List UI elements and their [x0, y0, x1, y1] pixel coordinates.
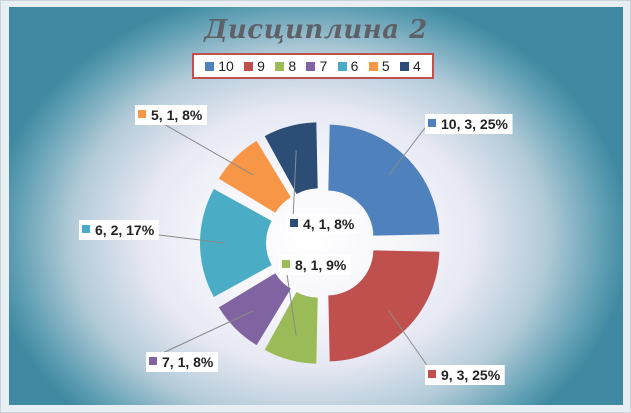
doughnut-slice-9 [328, 250, 440, 362]
legend-item-4: 4 [400, 58, 421, 74]
legend-item-9: 9 [244, 58, 265, 74]
data-label-background [146, 352, 218, 372]
legend-item-8: 8 [275, 58, 296, 74]
legend-swatch [368, 61, 378, 71]
legend-swatch [205, 61, 215, 71]
legend-label: 6 [350, 58, 359, 74]
leader-line [388, 119, 432, 176]
data-label-5: 5, 1, 8% [135, 105, 207, 125]
legend-item-6: 6 [337, 58, 359, 74]
doughnut-chart: 10, 3, 25% 9, 3, 25% 8, 1, 9% 7, 1, 8% 6, 2,… [79, 105, 513, 385]
chart-title: Дисциплина 2 [204, 15, 428, 45]
leader-line [151, 310, 254, 359]
data-label-background [287, 214, 359, 234]
data-label-swatch [428, 370, 436, 378]
doughnut-slice-4 [264, 122, 318, 194]
svg-text:8, 1, 9%: 8, 1, 9% [295, 257, 347, 273]
chart-legend: 10 9 8 7 6 5 4 [192, 53, 434, 79]
svg-text:10, 3, 25%: 10, 3, 25% [441, 116, 508, 132]
legend-swatch [337, 61, 347, 71]
doughnut-slice-8 [264, 292, 318, 364]
doughnut-slice-5 [218, 140, 291, 213]
data-label-9: 9, 3, 25% [425, 365, 505, 385]
leader-line [388, 310, 432, 372]
data-label-10: 10, 3, 25% [425, 114, 513, 134]
data-label-swatch [428, 119, 436, 127]
data-label-swatch [138, 110, 146, 118]
svg-text:4, 1, 8%: 4, 1, 8% [303, 216, 355, 232]
legend-label: 10 [218, 58, 234, 74]
data-label-swatch [149, 357, 157, 365]
legend-item-7: 7 [306, 58, 327, 74]
svg-text:6, 2, 17%: 6, 2, 17% [95, 222, 155, 238]
data-label-4: 4, 1, 8% [287, 214, 359, 234]
doughnut-slice-10 [328, 124, 440, 236]
legend-label: 9 [257, 58, 265, 74]
plot-area: Дисциплина 2 10 9 8 7 6 5 4 10, 3, 25% 9, 3, 25… [9, 7, 623, 405]
doughnut-slice-7 [218, 273, 291, 346]
data-label-background [135, 105, 207, 125]
legend-item-5: 5 [368, 58, 390, 74]
data-label-swatch [282, 260, 290, 268]
data-label-background [425, 114, 513, 134]
legend-label: 7 [319, 58, 328, 74]
legend-swatch [275, 61, 285, 71]
legend-label: 8 [288, 58, 297, 74]
data-label-background [425, 365, 505, 385]
svg-text:5, 1, 8%: 5, 1, 8% [151, 107, 203, 123]
legend-swatch [306, 61, 316, 71]
data-label-6: 6, 2, 17% [79, 220, 159, 240]
legend-label: 4 [413, 58, 421, 74]
leader-line [292, 150, 297, 221]
data-label-background [279, 255, 351, 275]
data-label-background [79, 220, 159, 240]
legend-swatch [400, 61, 409, 71]
legend-item-10: 10 [205, 58, 234, 74]
legend-swatch [244, 61, 254, 71]
data-label-swatch [290, 219, 298, 227]
doughnut-slice-6 [200, 189, 272, 297]
svg-text:7, 1, 8%: 7, 1, 8% [162, 354, 214, 370]
data-label-8: 8, 1, 9% [279, 255, 351, 275]
data-label-swatch [82, 225, 90, 233]
svg-text:9, 3, 25%: 9, 3, 25% [441, 367, 501, 383]
legend-label: 5 [381, 58, 390, 74]
data-label-7: 7, 1, 8% [146, 352, 218, 372]
